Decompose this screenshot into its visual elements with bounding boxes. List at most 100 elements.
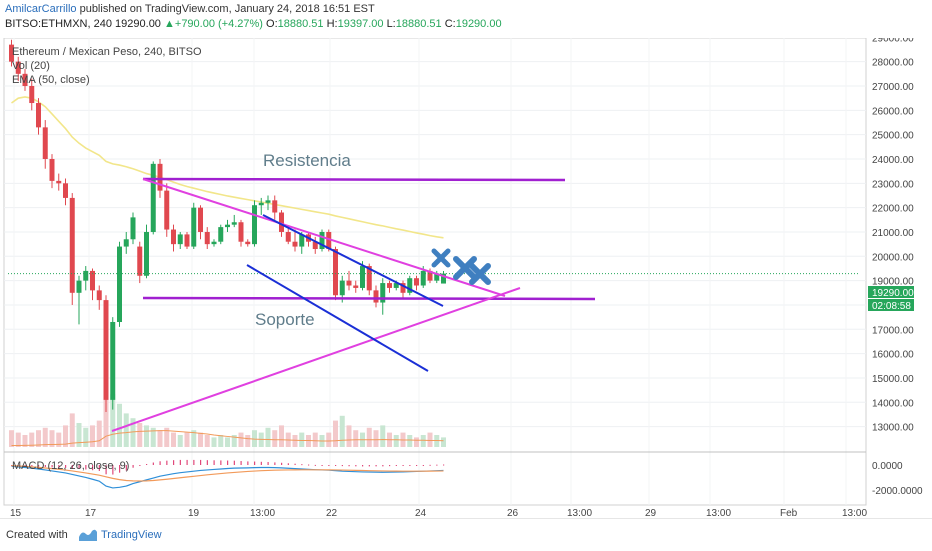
tradingview-link[interactable]: TradingView <box>101 529 162 541</box>
close-label: C: <box>444 18 456 30</box>
price-tick-label: 24000.00 <box>872 155 914 166</box>
candle-body <box>299 234 305 247</box>
macd-hist-bar <box>159 461 161 465</box>
upper-trendline[interactable] <box>142 178 506 297</box>
candle-body <box>360 266 365 288</box>
high-label: H: <box>326 18 338 30</box>
macd-hist-bar <box>206 460 208 465</box>
open-label: O: <box>266 18 278 30</box>
candle-body <box>319 231 325 250</box>
macd-hist-bar <box>58 465 60 468</box>
channel-line-lower[interactable] <box>246 264 429 372</box>
support-line[interactable] <box>142 296 596 301</box>
price-tick-label: 16000.00 <box>872 350 914 361</box>
time-tick-label: 26 <box>507 508 519 518</box>
candle-body <box>9 44 14 62</box>
macd-hist-bar <box>375 465 377 467</box>
time-tick-label: 24 <box>415 508 427 518</box>
macd-hist-bar <box>78 465 80 469</box>
candle-body <box>366 266 372 291</box>
time-tick-label: Feb <box>780 508 798 518</box>
candle-body <box>393 283 399 288</box>
macd-hist-bar <box>112 465 114 475</box>
candle-body <box>420 270 426 286</box>
candle-body <box>211 241 217 245</box>
macd-hist-bar <box>146 464 148 466</box>
channel-line-upper[interactable] <box>262 214 444 307</box>
candle-body <box>137 246 143 276</box>
up-arrow-icon: ▲ <box>164 18 175 30</box>
macd-hist-bar <box>294 463 296 465</box>
volume-bar <box>339 415 345 447</box>
volume-bar <box>96 420 102 447</box>
macd-hist-bar <box>200 459 202 465</box>
high-value: 19397.00 <box>337 18 384 30</box>
volume-bar <box>204 435 210 447</box>
candle-body <box>144 231 149 276</box>
macd-hist-bar <box>281 462 283 465</box>
price-axis[interactable]: 13000.00 14000.00 15000.00 16000.00 17000.00… <box>872 38 914 434</box>
macd-hist-bar <box>287 463 289 465</box>
macd-hist-bar <box>173 460 175 465</box>
x-marker-2[interactable] <box>453 256 477 280</box>
resistance-line[interactable] <box>142 177 566 182</box>
macd-hist-bar <box>348 465 350 467</box>
macd-hist-bar <box>422 465 424 466</box>
volume-bar <box>211 437 217 447</box>
volume-bar <box>117 403 122 447</box>
macd-hist-bar <box>314 464 316 466</box>
resistance-label: Resistencia <box>263 151 351 170</box>
price-tick-label: 15000.00 <box>872 374 914 385</box>
last-price: 19290.00 <box>115 18 161 30</box>
x-marker-1[interactable] <box>431 248 451 268</box>
last-price-tag <box>868 286 914 298</box>
macd-hist-bar <box>328 465 330 466</box>
candle-body <box>76 280 82 293</box>
candle-body <box>191 207 197 247</box>
macd-hist-bar <box>186 459 188 465</box>
candle-body <box>441 273 446 284</box>
macd-hist-bar <box>193 459 195 465</box>
lower-trendline[interactable] <box>111 287 521 432</box>
candle-body <box>164 190 170 230</box>
macd-hist-bar <box>132 465 134 468</box>
volume-bar <box>312 432 318 447</box>
price-tick-label: 27000.00 <box>872 82 914 93</box>
macd-hist-bar <box>85 465 87 470</box>
volume-bar <box>380 425 386 447</box>
macd-hist-bar <box>105 465 107 475</box>
ema-line <box>11 96 444 239</box>
legend-volume: Vol (20) <box>12 60 50 72</box>
macd-hist-bar <box>409 465 411 466</box>
candle-body <box>414 278 419 286</box>
candle-body <box>353 285 359 288</box>
price-tick-label: 20000.00 <box>872 252 914 263</box>
volume-bar <box>63 425 68 447</box>
time-tick-label: 13:00 <box>250 508 275 518</box>
macd-hist-bar <box>139 465 141 466</box>
macd-hist-bar <box>44 465 46 467</box>
macd-hist-bar <box>51 465 53 468</box>
price-tick-label: 26000.00 <box>872 106 914 117</box>
last-price-tag-text: 19290.00 <box>872 288 914 299</box>
macd-tick-label: 0.0000 <box>872 461 903 472</box>
volume-bar <box>420 435 426 447</box>
volume-bar <box>137 423 143 447</box>
low-label: L: <box>386 18 396 30</box>
volume-bar <box>110 394 116 447</box>
x-marker-3[interactable] <box>469 263 491 285</box>
chart-frame[interactable]: Resistencia Soporte Ethereum / Mexican P… <box>0 38 932 518</box>
author-link[interactable]: AmilcarCarrillo <box>5 3 77 15</box>
time-axis[interactable]: 15 17 19 13:00 22 24 26 13:00 29 13:00 Feb 13:00 <box>10 508 867 518</box>
volume-bar <box>414 437 419 447</box>
macd-axis: 0.0000 -2000.0000 <box>872 461 923 497</box>
macd-hist-bar <box>429 464 431 466</box>
candle-body <box>150 163 156 232</box>
macd-hist-bar <box>98 465 100 471</box>
legend-title: Ethereum / Mexican Peso, 240, BITSO <box>12 46 202 58</box>
macd-hist-bar <box>368 465 370 467</box>
volume-bar <box>49 430 55 447</box>
volume-ma-line <box>11 430 444 447</box>
candle-body <box>245 241 251 245</box>
volume-bar <box>171 432 176 447</box>
